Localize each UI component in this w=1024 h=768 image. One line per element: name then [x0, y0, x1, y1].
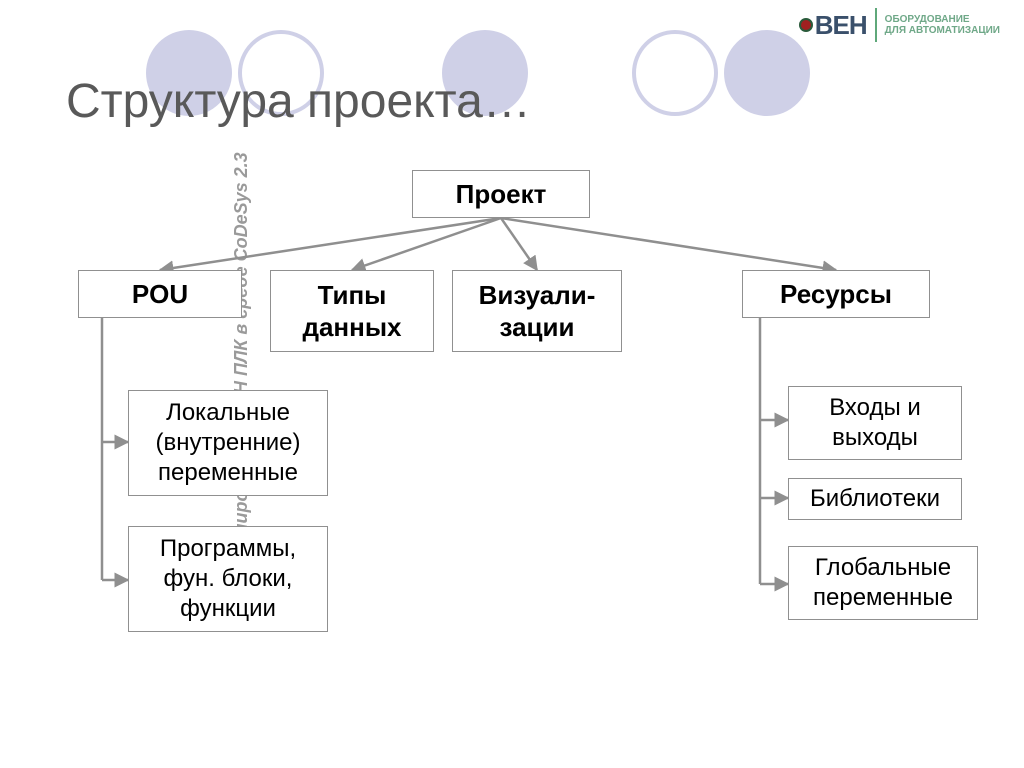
- node-libs-label: Библиотеки: [810, 484, 940, 514]
- node-pou-label: POU: [132, 278, 188, 311]
- slide-title: Структура проекта…: [66, 74, 531, 129]
- decor-circle-4: [632, 30, 718, 116]
- node-root-label: Проект: [456, 178, 547, 211]
- logo-text: ВЕН: [815, 10, 867, 41]
- node-programs: Программы, фун. блоки, функции: [128, 526, 328, 632]
- brand-logo: ВЕН ОБОРУДОВАНИЕ ДЛЯ АВТОМАТИЗАЦИИ: [799, 8, 1000, 42]
- node-io: Входы и выходы: [788, 386, 962, 460]
- node-locals: Локальные (внутренние) переменные: [128, 390, 328, 496]
- logo-tag-line2: ДЛЯ АВТОМАТИЗАЦИИ: [885, 25, 1000, 36]
- node-pou: POU: [78, 270, 242, 318]
- logo-tagline: ОБОРУДОВАНИЕ ДЛЯ АВТОМАТИЗАЦИИ: [885, 14, 1000, 36]
- node-globals-label: Глобальные переменные: [799, 553, 967, 613]
- logo-mark: ВЕН: [799, 10, 867, 41]
- node-libs: Библиотеки: [788, 478, 962, 520]
- logo-tag-line1: ОБОРУДОВАНИЕ: [885, 14, 1000, 25]
- node-locals-label: Локальные (внутренние) переменные: [139, 398, 317, 488]
- node-resources-label: Ресурсы: [780, 278, 892, 311]
- node-resources: Ресурсы: [742, 270, 930, 318]
- node-visual-label: Визуали-зации: [463, 279, 611, 344]
- node-programs-label: Программы, фун. блоки, функции: [139, 534, 317, 624]
- node-root: Проект: [412, 170, 590, 218]
- logo-dot-icon: [799, 18, 813, 32]
- node-types: Типы данных: [270, 270, 434, 352]
- node-io-label: Входы и выходы: [799, 393, 951, 453]
- node-globals: Глобальные переменные: [788, 546, 978, 620]
- node-visual: Визуали-зации: [452, 270, 622, 352]
- logo-divider: [875, 8, 877, 42]
- decor-circle-5: [724, 30, 810, 116]
- node-types-label: Типы данных: [281, 279, 423, 344]
